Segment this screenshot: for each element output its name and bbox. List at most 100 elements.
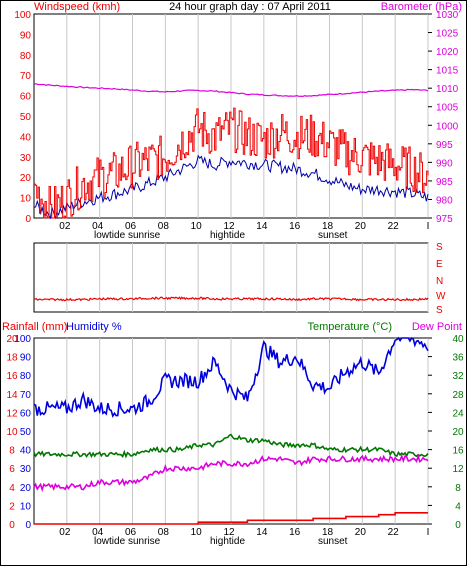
annotation-hightide-2: hightide [210, 536, 245, 547]
p3-xtick-10: 10 [191, 527, 203, 538]
humidity-ytick-40: 40 [20, 446, 32, 457]
p1-xtick-04: 04 [92, 221, 104, 232]
baro-ytick-1015: 1015 [436, 66, 459, 77]
rain-ytick-4: 4 [9, 483, 15, 494]
p1-xtick-16: 16 [289, 221, 301, 232]
rain-ytick-2: 2 [9, 501, 15, 512]
rain-humidity-temp-panel: 0246810121416182001020304050607080901000… [6, 334, 464, 538]
rain-ytick-18: 18 [6, 353, 18, 364]
temp-ytick-8: 8 [455, 483, 461, 494]
rain-ytick-12: 12 [6, 408, 18, 419]
p3-xtick-06: 06 [125, 527, 137, 538]
wind-ytick-50: 50 [20, 112, 32, 123]
baro-ytick-1020: 1020 [436, 47, 459, 58]
humidity-axis-title: Humidity % [66, 321, 122, 333]
rain-series-line [34, 512, 428, 525]
rain-ytick-14: 14 [6, 390, 18, 401]
baro-ytick-1010: 1010 [436, 84, 459, 95]
p1-xtick-08: 08 [158, 221, 170, 232]
temp-ytick-20: 20 [452, 427, 464, 438]
humidity-ytick-50: 50 [20, 427, 32, 438]
wind-baro-panel: 0102030405060708090100975980985990995100… [14, 10, 458, 232]
p1-xtick-22: 22 [388, 221, 400, 232]
direction-label-1: E [436, 259, 443, 270]
chart-title: 24 hour graph day : 07 April 2011 [169, 1, 331, 13]
direction-label-3: W [436, 291, 446, 302]
dew-axis-title: Dew Point [412, 321, 462, 333]
baro-ytick-1025: 1025 [436, 29, 459, 40]
p1-xtick-14: 14 [256, 221, 268, 232]
p3-xtick-02: 02 [59, 527, 71, 538]
humidity-ytick-30: 30 [20, 464, 32, 475]
p3-xtick-04: 04 [92, 527, 104, 538]
baro-series-line [33, 83, 429, 97]
wind-ytick-20: 20 [20, 173, 32, 184]
p3-xtick-18: 18 [322, 527, 334, 538]
rain-ytick-10: 10 [6, 427, 18, 438]
baro-ytick-980: 980 [436, 195, 453, 206]
p1-xtick-20: 20 [355, 221, 367, 232]
baro-ytick-975: 975 [436, 214, 453, 225]
humidity-ytick-100: 100 [14, 334, 31, 345]
baro-ytick-995: 995 [436, 140, 453, 151]
baro-axis-title: Barometer (hPa) [381, 1, 462, 13]
humidity-series-line [33, 336, 429, 419]
p3-xtick-08: 08 [158, 527, 170, 538]
baro-ytick-1030: 1030 [436, 10, 459, 21]
direction-series-line [33, 296, 429, 302]
temp-ytick-32: 32 [452, 371, 464, 382]
p1-xtick-18: 18 [322, 221, 334, 232]
p1-xtick-I: I [427, 221, 430, 232]
rain-ytick-6: 6 [9, 464, 15, 475]
direction-label-0: S [436, 242, 443, 253]
annotation-lowtide: lowtide [94, 230, 126, 241]
baro-ytick-1000: 1000 [436, 121, 459, 132]
humidity-ytick-70: 70 [20, 390, 32, 401]
humidity-ytick-20: 20 [20, 483, 32, 494]
temp-ytick-40: 40 [452, 334, 464, 345]
dewpoint-series-line [33, 453, 429, 493]
wind-ytick-100: 100 [14, 10, 31, 21]
humidity-ytick-80: 80 [20, 371, 32, 382]
annotation-sunset-2: sunset [318, 536, 348, 547]
temp-ytick-36: 36 [452, 353, 464, 364]
temp-ytick-28: 28 [452, 390, 464, 401]
wind-ytick-40: 40 [20, 132, 32, 143]
rain-ytick-16: 16 [6, 371, 18, 382]
baro-ytick-990: 990 [436, 158, 453, 169]
annotation-sunset: sunset [318, 230, 348, 241]
p3-xtick-22: 22 [388, 527, 400, 538]
humidity-ytick-60: 60 [20, 408, 32, 419]
temp-ytick-12: 12 [452, 464, 464, 475]
p3-xtick-16: 16 [289, 527, 301, 538]
baro-ytick-1005: 1005 [436, 103, 459, 114]
p1-xtick-06: 06 [125, 221, 137, 232]
rain-ytick-0: 0 [9, 520, 15, 531]
direction-label-4: S [436, 305, 443, 316]
temp-ytick-16: 16 [452, 446, 464, 457]
humidity-ytick-10: 10 [20, 501, 32, 512]
wind-ytick-60: 60 [20, 92, 32, 103]
p3-xtick-14: 14 [256, 527, 268, 538]
p1-xtick-02: 02 [59, 221, 71, 232]
p1-xtick-12: 12 [223, 221, 235, 232]
p3-xtick-20: 20 [355, 527, 367, 538]
wind-ytick-10: 10 [20, 194, 32, 205]
humidity-ytick-90: 90 [20, 353, 32, 364]
rain-axis-title: Rainfall (mm) [2, 321, 67, 333]
wind-series-line [34, 107, 429, 219]
humidity-ytick-0: 0 [25, 520, 31, 531]
p3-xtick-I: I [427, 527, 430, 538]
rain-ytick-20: 20 [6, 334, 18, 345]
direction-label-2: N [436, 276, 443, 287]
wind-axis-title: Windspeed (kmh) [34, 1, 120, 13]
wind-ytick-0: 0 [25, 214, 31, 225]
p3-xtick-12: 12 [223, 527, 235, 538]
temp-series-line [33, 433, 429, 459]
baro-ytick-985: 985 [436, 177, 453, 188]
annotation-sunrise-2: sunrise [128, 536, 161, 547]
wind-ytick-90: 90 [20, 30, 32, 41]
wind-ytick-30: 30 [20, 153, 32, 164]
